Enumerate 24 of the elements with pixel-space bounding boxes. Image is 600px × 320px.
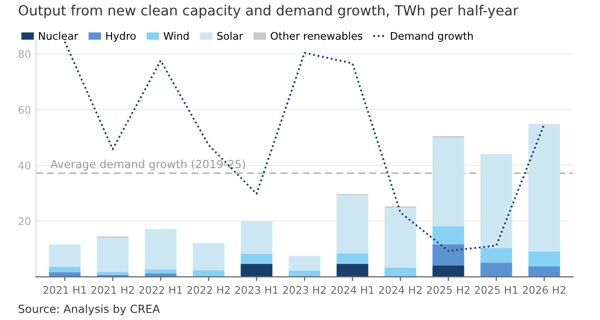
legend-label: Solar [217,32,244,40]
x-tick-label: 2021 H1 [43,286,86,294]
legend-label: Nuclear [39,32,78,40]
x-tick-label: 2023 H2 [283,286,326,294]
ref-line-label: Average demand growth (2019-25) [50,160,246,170]
chart-title: Output from new clean capacity and demand growth, TWh per half-year [18,4,518,18]
source-note: Source: Analysis by CREA [18,304,160,316]
x-tick-label: 2026 H2 [522,286,566,294]
y-tick-label: 80 [18,50,30,58]
x-tick-label: 2022 H2 [187,286,230,294]
x-tick-label: 2025 H1 [474,286,518,294]
y-tick-label: 20 [18,217,30,226]
x-tick-label: 2025 H2 [426,286,470,294]
y-tick-label: 60 [18,106,30,114]
legend-label: Wind [164,32,189,40]
legend-label: Other renewables [270,32,362,40]
x-tick-label: 2024 H2 [379,286,422,294]
legend-label: Hydro [106,32,136,42]
x-tick-label: 2024 H1 [331,286,374,294]
legend-label: Demand growth [390,32,473,42]
x-tick-label: 2023 H1 [235,286,278,294]
x-tick-label: 2021 H2 [91,286,134,294]
y-tick-label: 40 [18,162,30,170]
x-tick-label: 2022 H1 [139,286,182,294]
